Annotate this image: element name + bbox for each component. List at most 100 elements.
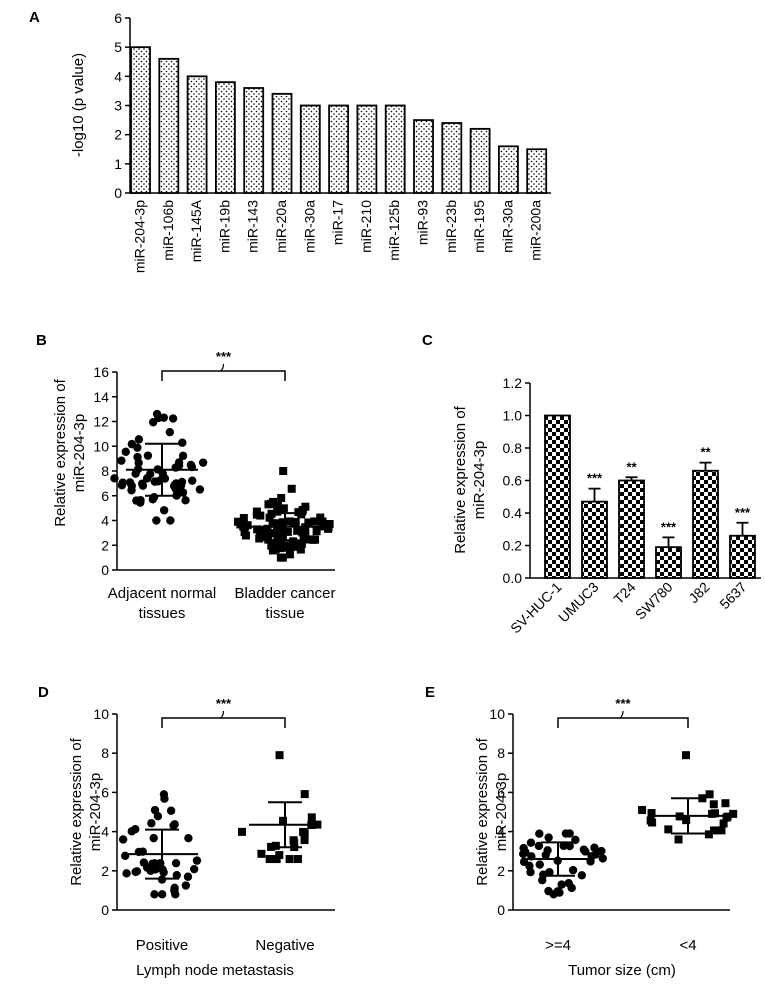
x-tick-label-a-6: miR-30a <box>301 200 317 253</box>
y-tick-label-e-5: 10 <box>489 706 505 722</box>
point-d-1-10 <box>307 813 316 822</box>
y-axis-title-line-b-1: miR-204-3p <box>71 414 88 492</box>
point-d-0-31 <box>169 821 178 830</box>
point-b-0-52 <box>143 451 153 460</box>
point-b-0-50 <box>118 478 127 487</box>
point-d-1-20 <box>271 841 280 850</box>
point-e-0-30 <box>535 860 544 869</box>
point-b-1-30 <box>252 510 261 519</box>
point-e-1-0 <box>674 835 683 844</box>
point-b-1-24 <box>299 533 308 542</box>
point-b-1-75 <box>283 527 292 536</box>
bar-a-2 <box>186 75 208 194</box>
point-e-0-31 <box>597 846 606 856</box>
bar-a-6 <box>299 104 321 194</box>
point-b-1-60 <box>305 535 314 544</box>
point-d-0-11 <box>166 806 176 815</box>
y-tick-label-b-7: 14 <box>93 389 109 405</box>
point-d-1-18 <box>269 855 278 864</box>
point-e-0-29 <box>553 887 563 896</box>
significance-bracket-e <box>557 717 689 728</box>
panel-letter-e: E <box>425 684 435 701</box>
y-tick-label-c-5: 1.0 <box>503 408 523 424</box>
point-b-0-28 <box>177 477 187 487</box>
significance-bracket-b <box>161 370 286 381</box>
point-b-1-63 <box>287 484 296 493</box>
point-d-0-5 <box>192 856 202 865</box>
y-tick-label-c-0: 0.0 <box>503 570 523 586</box>
panel-c: C 0.0 0.2 0.4 0.6 0.8 1.0 1.2 Relative expressi… <box>422 332 761 636</box>
y-axis-title-b: Relative expression of miR-204-3p <box>52 378 88 526</box>
bar-c-4 <box>692 469 719 579</box>
y-tick-label-a-4: 4 <box>114 68 122 84</box>
point-b-0-30 <box>121 447 130 456</box>
point-b-0-45 <box>134 435 144 444</box>
point-e-0-4 <box>535 829 544 838</box>
x-tick-label-d-1-0: Negative <box>255 937 314 954</box>
x-tick-label-b-1-0: Bladder cancer <box>235 585 336 602</box>
point-b-0-8 <box>138 481 148 490</box>
x-tick-label-b-0-0: Adjacent normal <box>108 585 216 602</box>
point-b-0-11 <box>110 474 119 483</box>
point-b-1-86 <box>258 530 267 539</box>
y-tick-label-e-1: 2 <box>497 863 505 879</box>
point-e-1-18 <box>717 826 726 835</box>
point-b-1-76 <box>278 531 287 540</box>
point-b-1-71 <box>278 553 287 562</box>
point-d-0-15 <box>171 858 181 868</box>
bar-annotation-c-1: *** <box>587 471 603 486</box>
y-axis-title-line-b-0: Relative expression of <box>52 378 69 526</box>
point-b-1-44 <box>278 518 287 527</box>
y-tick-label-d-3: 6 <box>101 784 109 800</box>
point-b-0-41 <box>149 492 159 502</box>
point-e-1-16 <box>647 809 656 818</box>
point-e-1-1 <box>681 751 690 760</box>
y-tick-label-e-2: 4 <box>497 824 505 840</box>
point-d-1-16 <box>285 855 294 864</box>
point-d-1-4 <box>257 849 266 858</box>
point-b-0-53 <box>131 469 140 478</box>
point-e-0-35 <box>525 861 534 871</box>
significance-bracket-tip-e <box>619 710 624 719</box>
y-tick-label-b-0: 0 <box>101 562 109 578</box>
point-d-0-28 <box>170 883 179 892</box>
point-b-1-3 <box>273 507 282 516</box>
point-e-0-26 <box>568 865 578 875</box>
point-d-0-27 <box>127 827 136 836</box>
y-tick-label-b-2: 4 <box>101 513 109 529</box>
x-tick-label-a-11: miR-23b <box>443 200 459 253</box>
point-b-0-32 <box>127 481 136 491</box>
bar-c-5 <box>729 534 756 579</box>
x-tick-label-a-1: miR-106b <box>160 200 176 261</box>
point-b-1-62 <box>268 546 277 555</box>
point-b-1-50 <box>269 529 278 538</box>
point-b-1-74 <box>296 545 305 554</box>
point-e-0-32 <box>567 883 576 893</box>
point-b-0-33 <box>178 451 188 461</box>
panel-letter-c: C <box>422 332 433 349</box>
point-b-1-84 <box>239 514 248 523</box>
significance-bracket-d <box>161 717 286 728</box>
y-tick-label-b-4: 8 <box>101 463 109 479</box>
point-d-0-12 <box>181 881 191 890</box>
x-axis-title-d: Lymph node metastasis <box>136 962 294 979</box>
point-e-1-15 <box>719 819 728 828</box>
point-d-0-0 <box>150 890 159 899</box>
y-tick-label-b-3: 6 <box>101 488 109 504</box>
point-b-1-81 <box>273 533 282 542</box>
x-tick-label-e-1-0: <4 <box>679 937 696 954</box>
point-d-0-38 <box>149 833 158 843</box>
point-e-0-25 <box>565 841 574 851</box>
y-tick-label-c-1: 0.2 <box>503 538 523 554</box>
point-b-0-58 <box>181 496 190 505</box>
point-d-1-6 <box>275 851 284 860</box>
point-e-0-38 <box>590 843 599 852</box>
point-b-1-78 <box>298 528 307 537</box>
x-tick-label-c-1: UMUC3 <box>555 579 602 626</box>
point-b-1-40 <box>279 504 288 513</box>
bar-annotation-c-2: ** <box>626 459 637 474</box>
x-tick-label-c-3: SW780 <box>632 579 676 623</box>
y-tick-label-b-5: 10 <box>93 438 109 454</box>
point-b-1-83 <box>273 501 282 510</box>
point-b-1-19 <box>263 524 272 533</box>
